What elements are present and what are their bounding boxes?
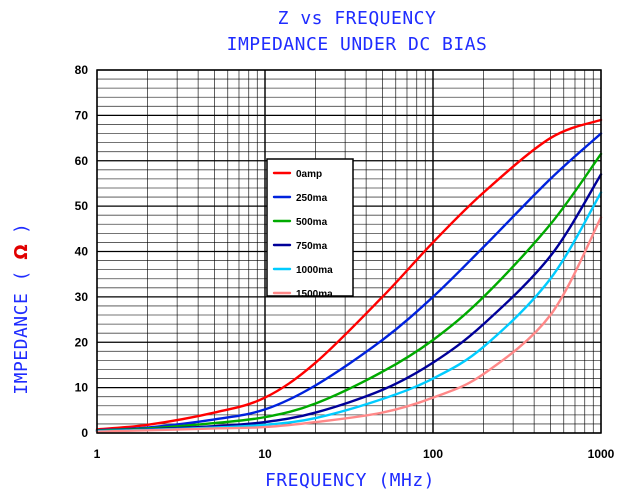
- plot-border: [96, 69, 602, 434]
- y-axis-title-group: IMPEDANCE ( Ω ): [11, 223, 32, 395]
- x-axis-title: FREQUENCY (MHz): [265, 470, 435, 490]
- x-tick-label: 1: [94, 447, 101, 461]
- y-tick-label: 80: [75, 63, 89, 77]
- series-line-0amp: [95, 118, 603, 431]
- legend-label: 250ma: [296, 193, 328, 204]
- chart-subtitle: IMPEDANCE UNDER DC BIAS: [227, 34, 488, 55]
- legend-box: [266, 158, 354, 297]
- legend-label: 1500ma: [296, 289, 333, 300]
- y-tick-label: 10: [75, 381, 89, 395]
- series-line-500ma: [95, 152, 603, 432]
- chart-title: Z vs FREQUENCY: [278, 8, 437, 29]
- legend-label: 500ma: [296, 217, 328, 228]
- plot-area: 1 10 100 1000 0 10 20 30 40 50 60 70 80 0amp 250ma 500m…: [75, 63, 615, 461]
- y-axis-unit: Ω: [11, 244, 32, 259]
- x-tick-label: 10: [258, 447, 272, 461]
- legend-label: 0amp: [296, 169, 322, 180]
- x-tick-label: 1000: [588, 447, 615, 461]
- y-tick-label: 40: [75, 245, 89, 259]
- series-line-250ma: [95, 132, 603, 432]
- legend-label: 1000ma: [296, 265, 333, 276]
- series-line-1500ma: [95, 216, 603, 433]
- legend-label: 750ma: [296, 241, 328, 252]
- y-tick-label: 60: [75, 154, 89, 168]
- y-axis-title: IMPEDANCE (: [11, 270, 32, 395]
- legend: 0amp 250ma 500ma 750ma 1000ma 1500ma: [266, 158, 354, 300]
- y-tick-label: 50: [75, 199, 89, 213]
- y-tick-label: 30: [75, 290, 89, 304]
- y-tick-label: 70: [75, 108, 89, 122]
- y-tick-label: 20: [75, 335, 89, 349]
- y-tick-label: 0: [81, 426, 88, 440]
- x-tick-label: 100: [423, 447, 443, 461]
- y-axis-title-close: ): [11, 223, 32, 234]
